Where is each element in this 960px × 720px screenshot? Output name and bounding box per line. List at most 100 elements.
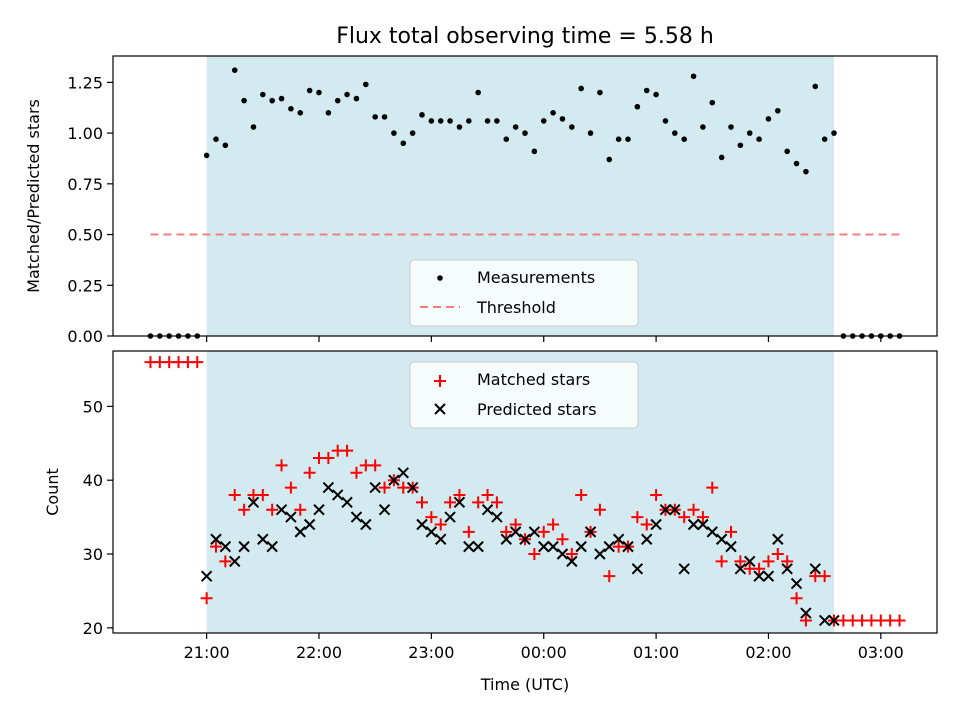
measurement-point — [334, 97, 341, 104]
legend-measurements-marker — [437, 275, 443, 281]
measurement-point — [344, 91, 350, 98]
matched-star-point — [303, 466, 316, 479]
predicted-star-point — [388, 474, 400, 486]
measurement-point — [700, 124, 706, 130]
bottom-panel: 20 30 40 50 21:00 22:00 23:00 00:00 01:00 02:00 0… — [43, 350, 938, 694]
predicted-star-point — [800, 607, 812, 619]
bottom-xtick-label: 22:00 — [296, 643, 342, 662]
predicted-star-point — [622, 540, 634, 553]
matched-star-point — [537, 525, 550, 538]
measurement-point — [306, 87, 313, 94]
matched-star-point — [284, 481, 297, 494]
matched-star-point — [378, 481, 391, 494]
matched-star-point — [547, 518, 560, 531]
matched-star-point — [490, 496, 503, 509]
matched-star-point — [191, 356, 204, 369]
matched-star-point — [696, 511, 709, 524]
matched-star-point — [799, 614, 812, 627]
matched-star-point — [715, 555, 728, 568]
measurement-point — [400, 140, 407, 147]
measurement-point — [615, 136, 622, 142]
matched-star-point — [200, 592, 213, 605]
predicted-star-point — [435, 533, 447, 545]
predicted-star-point — [238, 540, 250, 553]
predicted-star-point — [500, 533, 512, 545]
top-legend-box — [409, 259, 639, 327]
measurement-point — [793, 160, 800, 167]
predicted-star-point — [425, 526, 438, 538]
measurement-point — [213, 136, 219, 142]
matched-star-point — [781, 555, 794, 568]
matched-star-point — [462, 525, 475, 538]
matched-star-point — [266, 503, 279, 516]
measurement-point — [288, 105, 294, 112]
predicted-star-point — [612, 533, 625, 545]
matched-star-point — [256, 488, 269, 501]
measurement-point — [391, 130, 397, 136]
measurement-point — [718, 154, 725, 161]
measurement-point — [784, 148, 790, 155]
measurement-point — [381, 114, 388, 120]
predicted-star-point — [566, 555, 578, 568]
measurement-point — [325, 110, 332, 116]
predicted-star-point — [641, 533, 653, 545]
predicted-star-point — [210, 533, 222, 545]
measurement-point — [606, 156, 613, 163]
matched-star-point — [238, 503, 251, 516]
measurement-point — [737, 142, 744, 149]
matched-star-point — [753, 562, 766, 575]
legend-predicted-marker — [434, 403, 446, 415]
bottom-axes-frame — [112, 350, 938, 634]
predicted-star-point — [285, 511, 297, 523]
matched-star-point — [472, 496, 485, 509]
measurement-point — [756, 136, 762, 142]
measurement-point — [222, 142, 229, 149]
predicted-star-point — [575, 540, 587, 553]
top-ytick-label: 1.25 — [67, 73, 103, 92]
matched-star-point — [509, 518, 522, 531]
legend-matched-label: Matched stars — [477, 370, 590, 389]
measurement-point — [494, 118, 500, 124]
predicted-star-point — [809, 563, 821, 575]
measurement-point — [672, 130, 678, 136]
measurement-point — [250, 124, 257, 130]
matched-star-point — [500, 525, 513, 538]
bottom-ytick-label: 40 — [83, 471, 103, 490]
measurement-point — [278, 95, 285, 102]
matched-star-point — [640, 518, 653, 531]
measurement-point — [831, 130, 837, 136]
measurement-point — [765, 116, 772, 122]
measurement-point — [456, 124, 463, 130]
predicted-star-point — [715, 533, 728, 545]
measurement-point — [484, 118, 491, 124]
predicted-star-point — [294, 526, 306, 538]
measurement-point — [578, 85, 584, 92]
bottom-xtick-label: 02:00 — [745, 643, 791, 662]
matched-star-point — [481, 488, 494, 501]
predicted-star-point — [744, 555, 756, 568]
predicted-star-point — [762, 570, 775, 582]
matched-star-point — [762, 555, 775, 568]
measurement-point — [437, 118, 444, 124]
measurement-point — [512, 124, 519, 130]
predicted-star-point — [519, 533, 531, 545]
matched-star-point — [771, 548, 784, 561]
measurement-point — [419, 112, 425, 118]
measurement-point — [775, 107, 781, 114]
predicted-star-point — [397, 467, 409, 479]
matched-star-point — [275, 459, 288, 472]
predicted-star-point — [669, 504, 681, 516]
predicted-star-point — [275, 504, 288, 516]
matched-star-point — [631, 511, 644, 524]
measurement-point — [803, 168, 809, 175]
predicted-star-point — [528, 526, 541, 538]
legend-measurements-label: Measurements — [477, 268, 595, 287]
measurement-point — [531, 148, 538, 155]
predicted-star-point — [790, 577, 803, 590]
predicted-star-point — [509, 526, 522, 538]
predicted-star-point — [772, 533, 784, 545]
measurement-point — [447, 118, 453, 124]
matched-star-point — [434, 518, 447, 531]
matched-star-point — [444, 496, 457, 509]
